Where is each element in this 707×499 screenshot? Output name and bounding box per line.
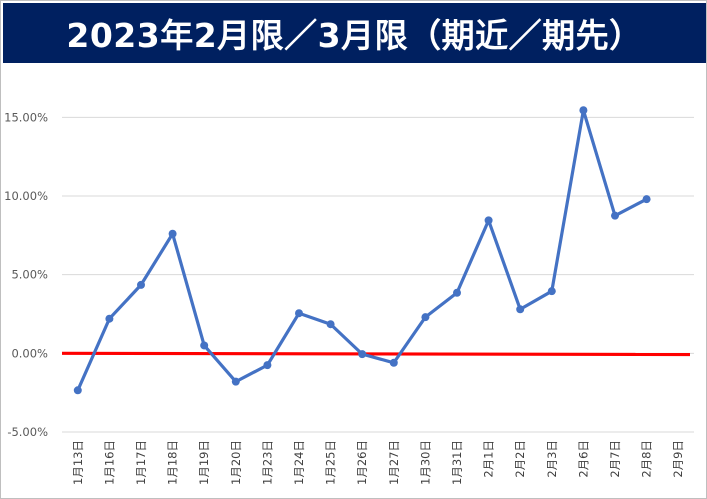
data-point [105,314,114,323]
x-tick-label: 1月13日 [71,440,85,485]
data-point [611,211,619,220]
y-tick-label: -5.00% [7,425,48,439]
data-point [358,350,367,359]
x-tick-label: 1月25日 [324,440,338,485]
x-tick-label: 1月19日 [197,440,211,485]
reference-line [61,351,691,357]
x-tick-label: 2月2日 [513,440,527,478]
data-point [547,287,556,296]
data-point [516,305,525,314]
x-tick-label: 2月3日 [545,440,559,478]
data-point [73,386,82,395]
x-tick-label: 1月18日 [166,440,180,485]
x-tick-label: 2月9日 [671,440,685,478]
x-tick-label: 1月24日 [292,440,306,485]
x-tick-label: 2月7日 [608,440,622,478]
x-tick-label: 1月17日 [134,440,148,485]
y-tick-label: 15.00% [4,110,48,124]
data-point [231,377,240,386]
x-tick-label: 2月6日 [576,440,590,478]
x-tick-label: 1月27日 [387,440,401,485]
chart-title: 2023年2月限／3月限（期近／期先） [3,3,706,63]
data-point [137,280,145,289]
y-axis-ticks: -5.00% 0.00% 5.00% 10.00% 15.00% [4,110,48,439]
data-point [326,320,335,329]
x-tick-label: 2月1日 [482,440,496,478]
data-point [642,195,651,204]
x-tick-label: 1月30日 [418,440,432,485]
y-tick-label: 10.00% [4,189,48,203]
data-point [484,216,493,225]
series-layer [73,106,651,395]
data-point [263,361,272,370]
data-point [453,288,461,297]
data-point [421,313,430,322]
y-tick-label: 5.00% [11,268,48,282]
x-tick-label: 2月8日 [640,440,654,478]
data-point [295,309,303,318]
x-tick-label: 1月23日 [260,440,274,485]
series-line [76,108,648,391]
data-point [579,106,588,115]
x-tick-label: 1月16日 [102,440,116,485]
data-point [389,358,398,367]
x-tick-label: 1月26日 [355,440,369,485]
zero-reference-line [61,351,691,357]
data-point [200,341,209,350]
data-point [168,229,177,238]
x-axis-ticks: 1月13日 1月16日 1月17日 1月18日 1月19日 1月20日 1月23日 1月24日… [71,440,685,485]
y-tick-label: 0.00% [11,346,48,360]
x-tick-label: 1月20日 [229,440,243,485]
x-tick-label: 1月31日 [450,440,464,485]
